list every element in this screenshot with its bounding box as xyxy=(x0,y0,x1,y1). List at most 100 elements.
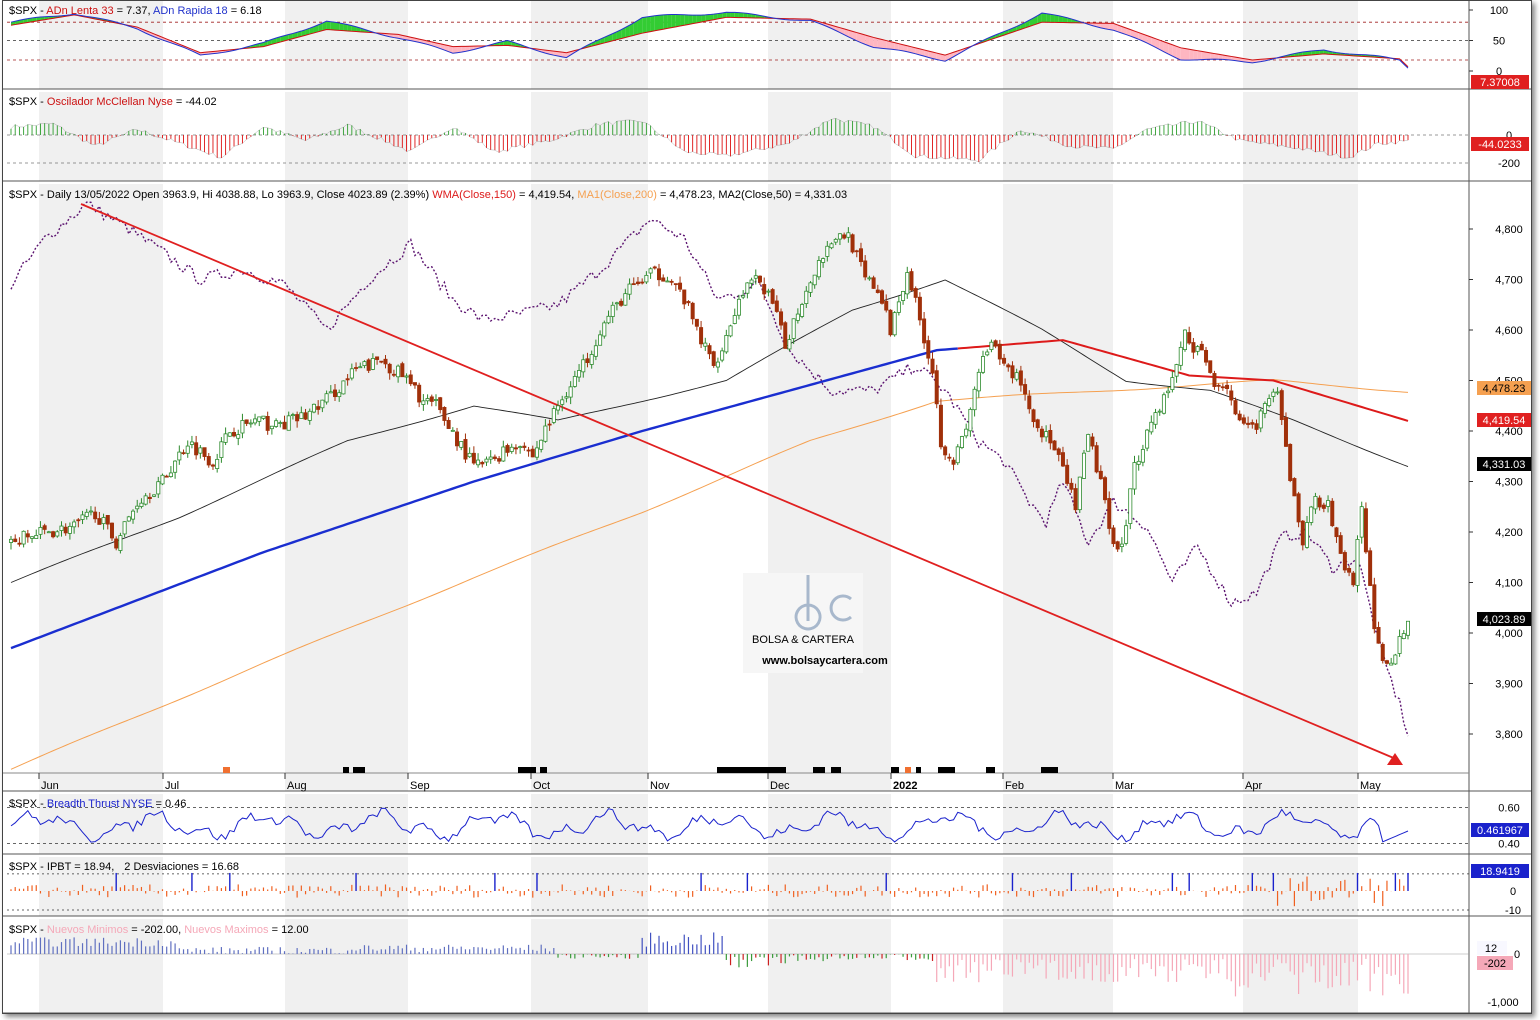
price-tick-label: 4,600 xyxy=(1495,325,1523,337)
candle-body xyxy=(1368,550,1373,586)
candle-body xyxy=(800,304,805,317)
candle-body xyxy=(34,535,39,539)
title-part: ADn Rapida 18 xyxy=(153,5,228,17)
candle-body xyxy=(38,527,43,535)
candle-body xyxy=(1170,377,1175,391)
candle-body xyxy=(1149,421,1154,433)
adn-bear-fill xyxy=(562,52,567,58)
candle-body xyxy=(585,358,590,363)
title-part: IPBT = 18.94, xyxy=(47,861,114,873)
candle-body xyxy=(227,432,232,437)
signal-mark xyxy=(905,767,911,773)
watermark-logo xyxy=(794,575,852,631)
candle-body xyxy=(438,397,443,411)
candle-body xyxy=(1027,395,1032,410)
candle-body xyxy=(577,370,582,378)
candle-body xyxy=(1292,478,1297,497)
candle-body xyxy=(909,271,914,291)
candle-body xyxy=(1039,428,1044,438)
candle-body xyxy=(1233,400,1238,415)
candle-body xyxy=(770,289,775,304)
candle-body xyxy=(854,250,859,253)
candle-body xyxy=(412,382,417,386)
candle-body xyxy=(1174,364,1179,377)
candle-body xyxy=(997,343,1002,360)
candle-body xyxy=(173,460,178,473)
candle-body xyxy=(707,345,712,355)
candle-body xyxy=(244,419,249,424)
month-shade xyxy=(285,184,408,791)
title-part: Breadth Thrust NYSE xyxy=(47,798,153,810)
adn-bull-fill xyxy=(633,20,638,36)
candle-body xyxy=(1262,403,1267,414)
candle-body xyxy=(101,517,106,525)
adn-bull-fill xyxy=(1062,16,1068,23)
adn-bear-fill xyxy=(886,40,891,50)
candle-body xyxy=(816,260,821,278)
candle-body xyxy=(177,451,182,461)
candle-body xyxy=(1250,422,1255,425)
candle-body xyxy=(467,452,472,458)
price-tag xyxy=(1477,612,1531,626)
candle-body xyxy=(488,456,493,460)
month-shade xyxy=(768,184,891,791)
adn-bull-fill xyxy=(1315,50,1320,55)
candle-body xyxy=(526,449,531,452)
signal-mark xyxy=(986,767,995,773)
adn-bull-fill xyxy=(32,17,37,22)
adn-value-tag xyxy=(1471,75,1529,89)
candle-body xyxy=(156,481,161,495)
month-label: Nov xyxy=(650,780,670,792)
candle-body xyxy=(736,298,741,316)
adn-bear-fill xyxy=(461,46,466,53)
candle-body xyxy=(513,447,518,450)
month-shade xyxy=(1003,857,1113,916)
candle-body xyxy=(257,416,262,422)
adn-bull-fill xyxy=(747,13,752,18)
month-shade xyxy=(39,857,163,916)
adn-bull-fill xyxy=(726,12,731,18)
month-label: Sep xyxy=(410,780,430,792)
adn-bull-fill xyxy=(288,33,293,40)
adn-bear-fill xyxy=(890,41,895,50)
adn-bull-fill xyxy=(339,22,344,31)
mcclellan-value-tag xyxy=(1471,137,1529,151)
candle-body xyxy=(206,456,211,466)
candle-body xyxy=(76,519,81,522)
candle-body xyxy=(690,302,695,320)
adn-bear-fill xyxy=(149,32,155,37)
title-part: = 0.46 xyxy=(152,798,186,810)
candle-body xyxy=(109,522,114,539)
candle-body xyxy=(383,358,388,365)
price-tick-label: 4,300 xyxy=(1495,477,1523,489)
adn-bear-fill xyxy=(1222,54,1228,60)
candle-body xyxy=(1086,434,1091,452)
adn-bear-fill xyxy=(448,45,453,54)
month-shade xyxy=(1003,919,1113,1013)
adn-bull-fill xyxy=(646,16,651,33)
adn-bear-fill xyxy=(452,46,458,54)
adn-bear-fill xyxy=(1130,29,1135,38)
candle-body xyxy=(240,420,245,434)
title-part: $SPX - xyxy=(9,861,47,873)
candle-body xyxy=(118,535,123,551)
candle-body xyxy=(358,366,363,369)
candle-body xyxy=(261,415,266,419)
candle-body xyxy=(1372,584,1377,630)
month-shade xyxy=(768,794,891,854)
candle-body xyxy=(1157,410,1162,413)
candle-body xyxy=(867,277,872,280)
candle-body xyxy=(122,521,127,535)
candle-body xyxy=(846,232,851,238)
candle-body xyxy=(951,459,956,465)
candle-body xyxy=(1056,448,1061,455)
watermark-bg xyxy=(743,573,863,673)
candle-body xyxy=(345,378,350,381)
candle-body xyxy=(446,419,451,429)
candle-body xyxy=(1153,412,1158,425)
candle-body xyxy=(404,375,409,378)
candle-body xyxy=(779,311,784,326)
adn-bear-fill xyxy=(1231,56,1236,61)
adn-bear-fill xyxy=(928,50,933,59)
